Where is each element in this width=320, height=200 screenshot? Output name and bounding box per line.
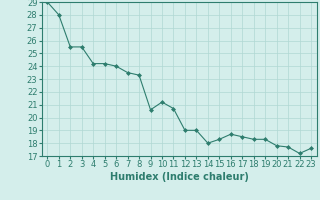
X-axis label: Humidex (Indice chaleur): Humidex (Indice chaleur) xyxy=(110,172,249,182)
